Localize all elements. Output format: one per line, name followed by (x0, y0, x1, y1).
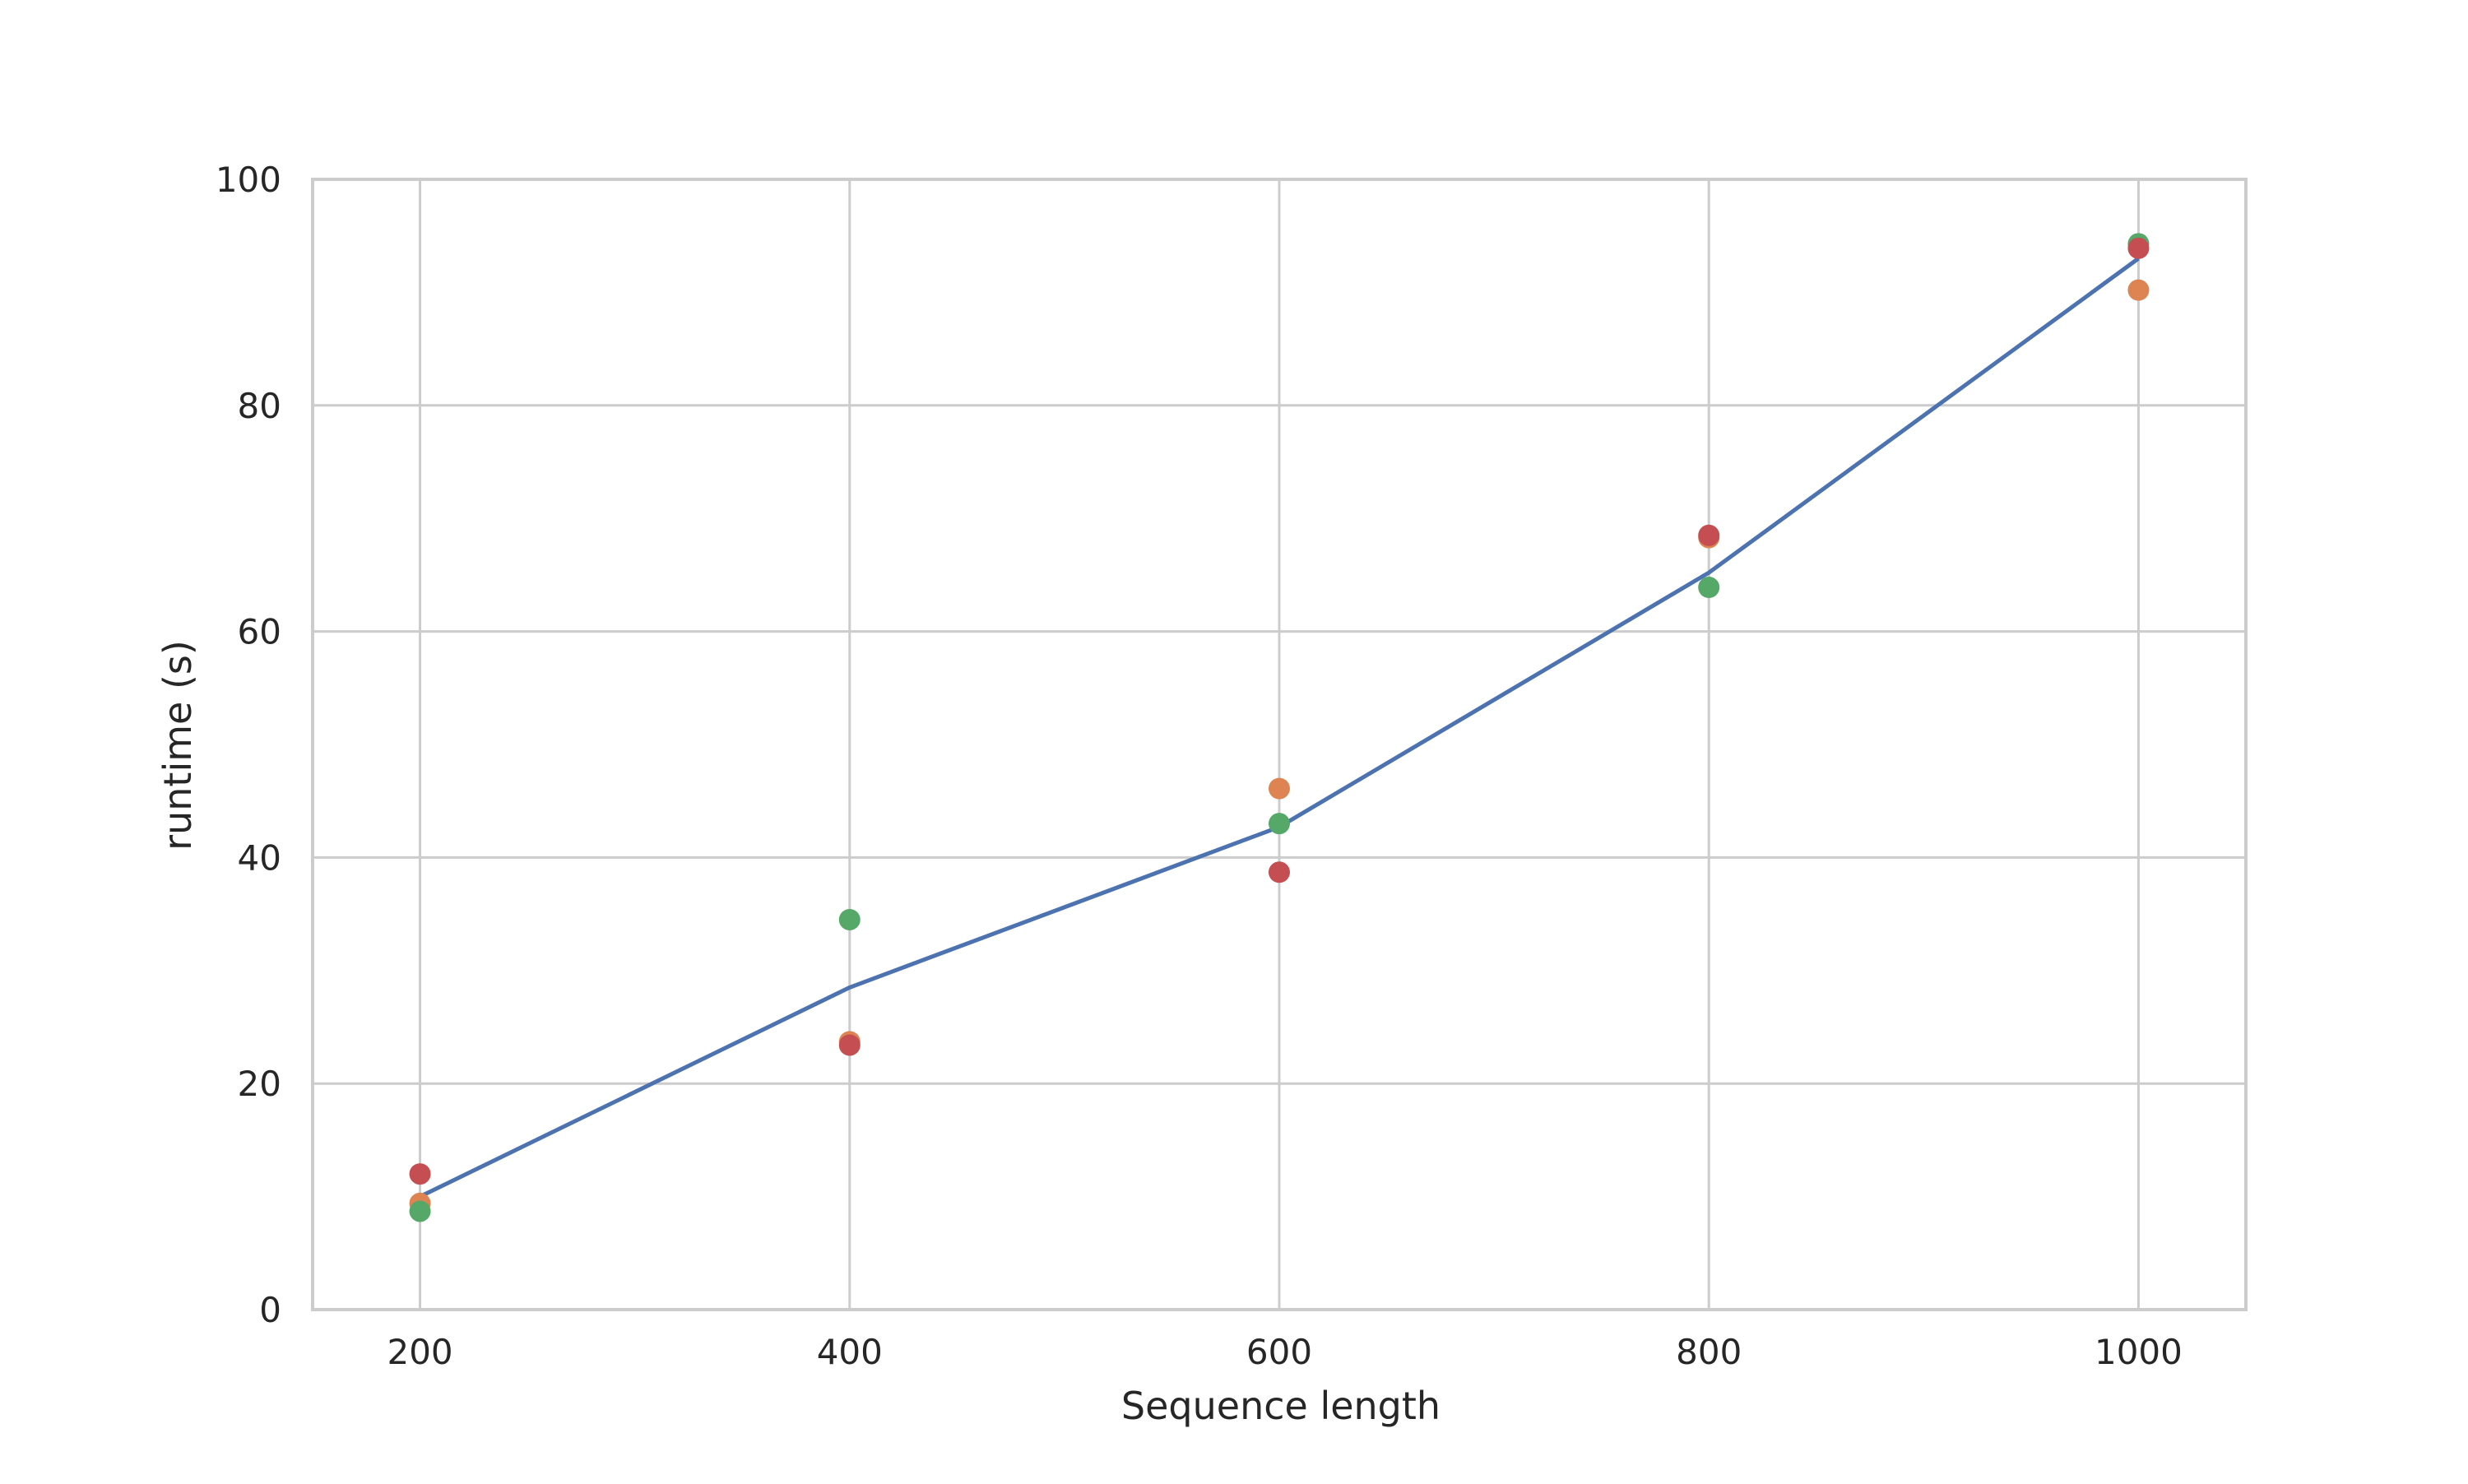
plot-border (311, 178, 2248, 1311)
x-tick-label: 600 (1246, 1332, 1312, 1372)
x-tick-label: 1000 (2095, 1332, 2183, 1372)
data-point (1269, 861, 1290, 883)
tick-labels: 200 400 600 800 1000 0 20 40 60 80 100 (216, 160, 2183, 1372)
grid-lines (313, 178, 2246, 1311)
y-tick-label: 40 (238, 837, 281, 878)
data-series (409, 233, 2150, 1222)
y-axis-label: runtime (s) (155, 640, 200, 851)
data-point (409, 1200, 431, 1222)
y-tick-label: 60 (238, 612, 281, 652)
x-tick-label: 400 (817, 1332, 883, 1372)
data-point (1698, 577, 1720, 599)
data-point (1269, 777, 1290, 800)
y-tick-label: 0 (259, 1290, 281, 1330)
data-point (2127, 279, 2150, 301)
plot-frame (311, 178, 2248, 1311)
data-point (1269, 813, 1290, 835)
data-point (838, 1034, 861, 1056)
x-axis-label: Sequence length (1121, 1384, 1440, 1428)
y-tick-label: 100 (216, 160, 281, 200)
data-point (838, 908, 861, 930)
x-tick-label: 800 (1676, 1332, 1742, 1372)
y-tick-label: 80 (238, 386, 281, 426)
data-point (2127, 237, 2150, 259)
y-tick-label: 20 (238, 1064, 281, 1104)
x-tick-label: 200 (387, 1332, 452, 1372)
data-point (1698, 524, 1720, 546)
data-point (409, 1163, 431, 1185)
